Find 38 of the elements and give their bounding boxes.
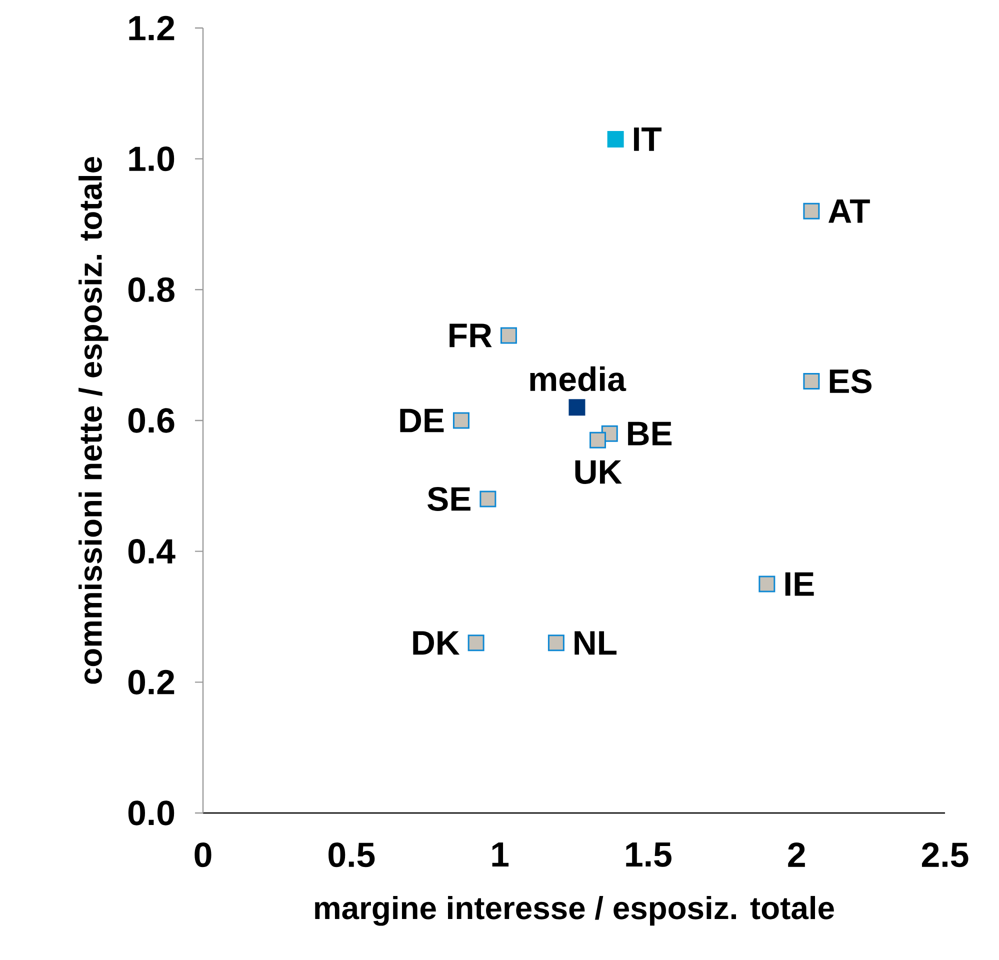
point (803, 202, 820, 220)
annotation: DK (413, 631, 460, 655)
y-tick-label: 0.4 (128, 538, 176, 564)
annotation: media (530, 366, 626, 392)
y-tick-label: 1.2 (129, 16, 174, 40)
point (480, 490, 496, 508)
annotation: BE (628, 422, 672, 446)
annotation: IT (634, 128, 662, 151)
y-tick-label: 0.2 (128, 670, 174, 695)
y-tick-label: 0.6 (128, 408, 174, 433)
point (500, 327, 517, 344)
annotation: NL (574, 631, 617, 655)
point (548, 634, 564, 652)
point (590, 432, 606, 448)
annotation: SE (428, 487, 470, 511)
point (452, 412, 470, 429)
point (758, 576, 776, 592)
x-tick-label: 1.5 (626, 842, 672, 867)
annotation: UK (575, 460, 622, 484)
y-tick-label: 0.0 (128, 800, 174, 826)
x-tick-label: 2 (788, 842, 805, 867)
annotation: FR (450, 324, 492, 348)
x-axis-title: margine interesse / esposiz. totale (315, 896, 834, 926)
y-tick-label: 1.0 (129, 146, 174, 172)
annotation: DE (400, 408, 444, 432)
x-tick-label: 1 (492, 842, 509, 866)
annotation: AT (828, 200, 870, 223)
x-tick-label: 0 (194, 842, 212, 868)
y-axis-title: commissioni nette / esposiz. totale (78, 157, 108, 684)
x-tick-label: 2.5 (922, 842, 968, 868)
y-tick-label: 0.8 (128, 277, 174, 302)
point (607, 130, 624, 148)
point (803, 372, 820, 390)
point (468, 634, 484, 652)
x-tick-label: 0.5 (328, 842, 375, 868)
annotation: IE (785, 572, 814, 596)
annotation: ES (830, 369, 872, 394)
point (568, 399, 586, 416)
